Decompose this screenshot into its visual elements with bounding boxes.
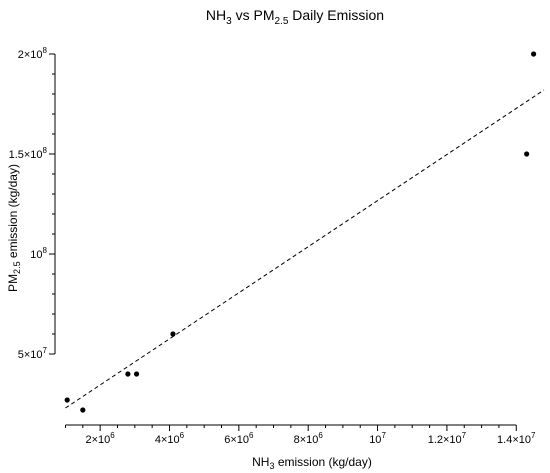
data-point: [64, 397, 70, 403]
data-point: [125, 371, 131, 377]
y-axis-label: PM2.5 emission (kg/day): [6, 164, 22, 292]
trendline: [65, 89, 545, 409]
y-tick-label: 5×107: [18, 346, 48, 361]
chart-title: NH3 vs PM2.5 Daily Emission: [206, 7, 384, 27]
x-tick-label: 2×106: [86, 431, 116, 446]
x-tick-label: 1.4×107: [497, 431, 536, 446]
data-point: [170, 331, 176, 337]
x-axis: 2×106 4×106 6×106 8×106 107 1.2×107 1.4×107: [64, 424, 536, 446]
x-tick-label: 6×106: [224, 431, 254, 446]
data-point: [133, 371, 140, 377]
y-tick-label: 1.5×108: [9, 146, 48, 161]
data-point: [524, 151, 530, 157]
x-tick-label: 107: [369, 431, 386, 446]
data-point: [530, 51, 537, 57]
x-tick-label: 8×106: [294, 431, 324, 446]
y-tick-label: 108: [30, 246, 47, 261]
x-axis-label: NH3 emission (kg/day): [252, 455, 372, 471]
y-tick-label: 2×108: [18, 46, 48, 61]
trendline-layer: [65, 89, 545, 409]
y-axis: 5×107 108 1.5×108 2×108: [9, 46, 56, 361]
x-tick-label: 4×106: [155, 431, 185, 446]
points-layer: [64, 51, 537, 413]
data-point: [80, 407, 86, 413]
x-tick-label: 1.2×107: [428, 431, 467, 446]
